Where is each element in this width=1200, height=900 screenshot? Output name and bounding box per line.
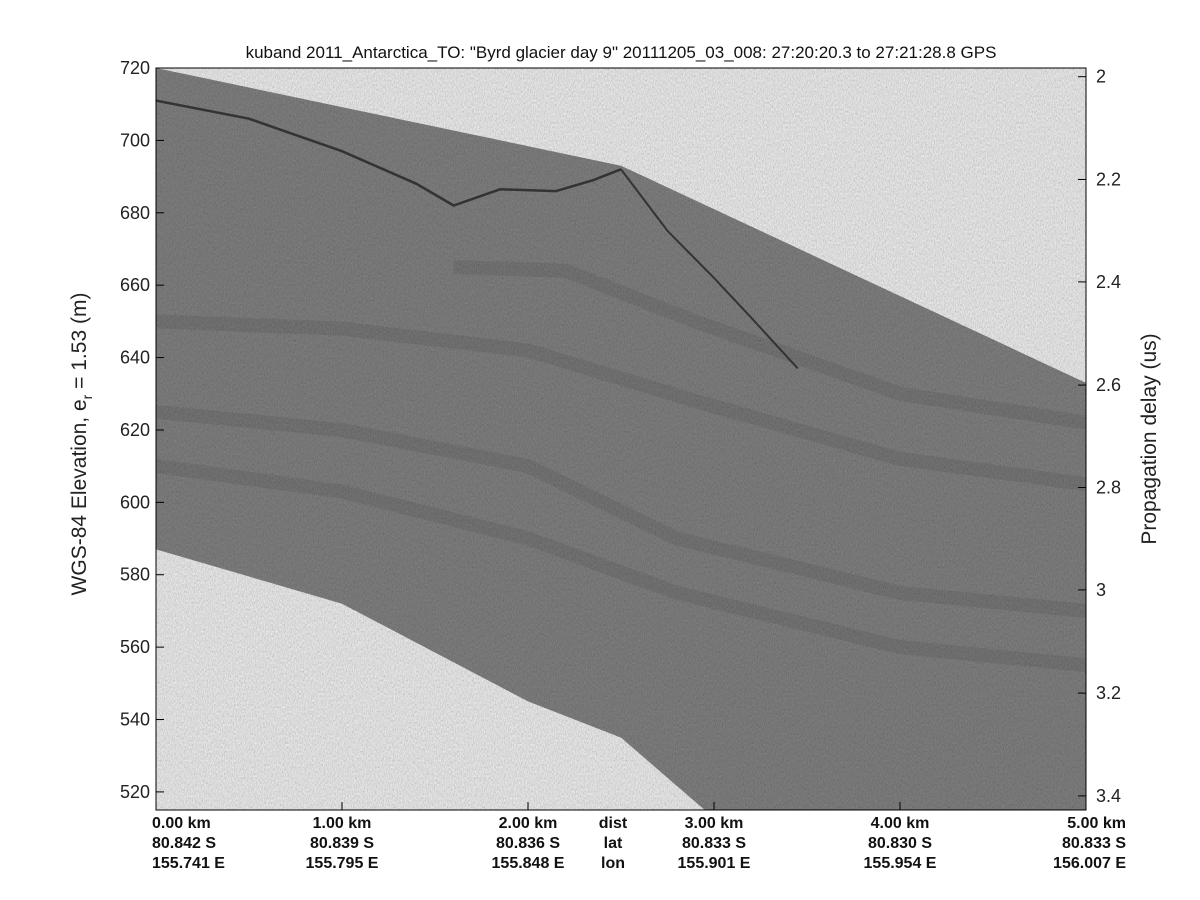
y-tick-label: 640 bbox=[120, 348, 150, 368]
x-tick-lon-label: 155.954 E bbox=[864, 855, 937, 872]
x-tick-lat-label: 80.836 S bbox=[496, 835, 560, 852]
x-tick-dist-label: 2.00 km bbox=[499, 815, 558, 832]
y-tick-label: 580 bbox=[120, 565, 150, 585]
y-tick-label: 700 bbox=[120, 130, 150, 150]
surface-reflection-line bbox=[156, 99, 622, 207]
right-y-tick-label: 2 bbox=[1096, 67, 1106, 87]
right-y-tick-label: 2.6 bbox=[1096, 375, 1121, 395]
y-tick-label: 520 bbox=[120, 782, 150, 802]
y-tick-label: 600 bbox=[120, 492, 150, 512]
right-y-tick-label: 3.2 bbox=[1096, 683, 1121, 703]
y-tick-label: 680 bbox=[120, 203, 150, 223]
x-tick-lat-label: 80.833 S bbox=[1062, 835, 1126, 852]
x-tick-lon-label: 155.901 E bbox=[678, 855, 751, 872]
x-tick-dist-label: 3.00 km bbox=[685, 815, 744, 832]
right-y-axis-label: Propagation delay (us) bbox=[1138, 333, 1161, 544]
x-row-label-lat: lat bbox=[604, 835, 623, 852]
x-tick-dist-label: 1.00 km bbox=[313, 815, 372, 832]
right-y-tick-label: 3 bbox=[1096, 580, 1106, 600]
y-tick-label: 540 bbox=[120, 710, 150, 730]
plot-area bbox=[156, 68, 1086, 810]
y-axis-label: WGS-84 Elevation, er = 1.53 (m) bbox=[68, 293, 95, 596]
x-row-label-lon: lon bbox=[601, 855, 625, 872]
x-row-label-dist: dist bbox=[599, 815, 628, 832]
right-y-tick-label: 2.8 bbox=[1096, 478, 1121, 498]
right-y-tick-label: 2.2 bbox=[1096, 169, 1121, 189]
x-tick-dist-label: 0.00 km bbox=[152, 815, 211, 832]
x-tick-lon-label: 155.741 E bbox=[152, 855, 225, 872]
x-tick-dist-label: 5.00 km bbox=[1067, 815, 1126, 832]
y-tick-label: 720 bbox=[120, 58, 150, 78]
chart-title: kuband 2011_Antarctica_TO: "Byrd glacier… bbox=[246, 43, 997, 62]
x-tick-dist-label: 4.00 km bbox=[871, 815, 930, 832]
axes-frame bbox=[155, 67, 1087, 811]
right-y-tick-label: 2.4 bbox=[1096, 272, 1121, 292]
tick-marks: 520 540 560 580 600 620 640 660 680 700 720 2 2.2 2.4… bbox=[120, 58, 1126, 872]
y-tick-label: 660 bbox=[120, 275, 150, 295]
internal-layer-line bbox=[620, 168, 799, 370]
right-y-tick-label: 3.4 bbox=[1096, 786, 1121, 806]
y-tick-label: 620 bbox=[120, 420, 150, 440]
y-tick-label: 560 bbox=[120, 637, 150, 657]
echogram-texture bbox=[156, 68, 1086, 810]
x-tick-lon-label: 155.848 E bbox=[492, 855, 565, 872]
x-tick-lat-label: 80.833 S bbox=[682, 835, 746, 852]
x-tick-lat-label: 80.830 S bbox=[868, 835, 932, 852]
x-tick-lon-label: 156.007 E bbox=[1053, 855, 1126, 872]
x-tick-lat-label: 80.842 S bbox=[152, 835, 216, 852]
x-tick-lat-label: 80.839 S bbox=[310, 835, 374, 852]
x-tick-lon-label: 155.795 E bbox=[306, 855, 379, 872]
